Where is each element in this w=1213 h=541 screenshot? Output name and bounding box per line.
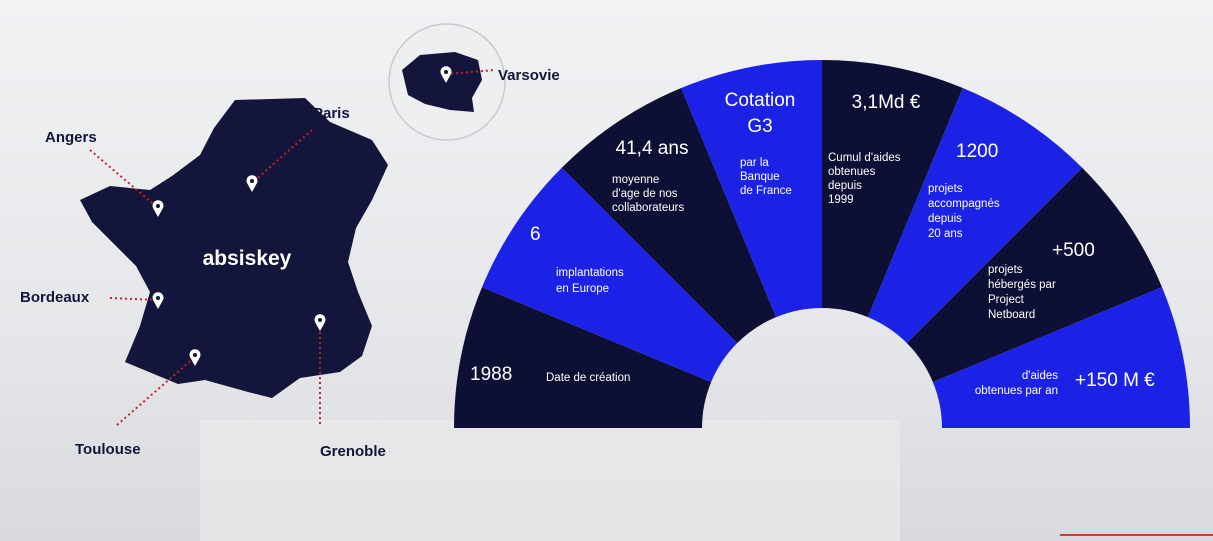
city-label: Angers [45,129,97,146]
segment-text: de France [740,185,792,197]
segment-text: projets [928,183,963,195]
segment-headline: G3 [747,116,772,137]
infographic: absiskey Angers Paris Bordeaux Toulouse Gren… [0,0,1213,541]
segment-text: obtenues [828,166,876,178]
segment-text: moyenne [612,174,659,186]
segment-text: projets [988,264,1023,276]
segment-text: Cumul d'aides [828,152,901,164]
logo: absiskey [203,247,292,270]
segment-text: d'age de nos [612,188,678,200]
segment-text: hébergés par [988,279,1056,291]
segment-text: depuis [828,180,862,192]
city-label: Bordeaux [20,289,90,306]
segment-text: collaborateurs [612,202,684,214]
segment-headline: 1200 [956,141,998,162]
pin-dot [444,70,448,74]
segment-headline: Cotation [725,90,796,111]
pin-dot [156,296,160,300]
segment-headline: +500 [1052,240,1095,261]
city-label: Grenoble [320,443,386,460]
table-shape [200,420,900,541]
segment-text: Date de création [546,372,630,384]
segment-text: 1999 [828,194,854,206]
segment-headline: 6 [530,224,541,245]
segment-headline: +150 M € [1075,370,1155,391]
segment-text: Banque [740,171,780,183]
segment-text: Netboard [988,309,1035,321]
city-label: Varsovie [498,67,560,84]
segment-text: 20 ans [928,228,963,240]
segment-text: en Europe [556,283,609,295]
pin-dot [156,204,160,208]
pin-dot [318,318,322,322]
segment-text: accompagnés [928,198,1000,210]
pin-dot [250,179,254,183]
segment-headline: 3,1Md € [852,92,921,113]
city-label: Paris [313,105,350,122]
segment-text: obtenues par an [975,385,1058,397]
segment-headline: 41,4 ans [616,138,689,159]
segment-text: Project [988,294,1025,306]
city-label: Toulouse [75,441,141,458]
segment-text: depuis [928,213,962,225]
segment-text: par la [740,157,769,169]
segment-text: implantations [556,267,624,279]
pin-dot [193,353,197,357]
segment-headline: 1988 [470,364,512,385]
segment-text: d'aides [1022,370,1058,382]
